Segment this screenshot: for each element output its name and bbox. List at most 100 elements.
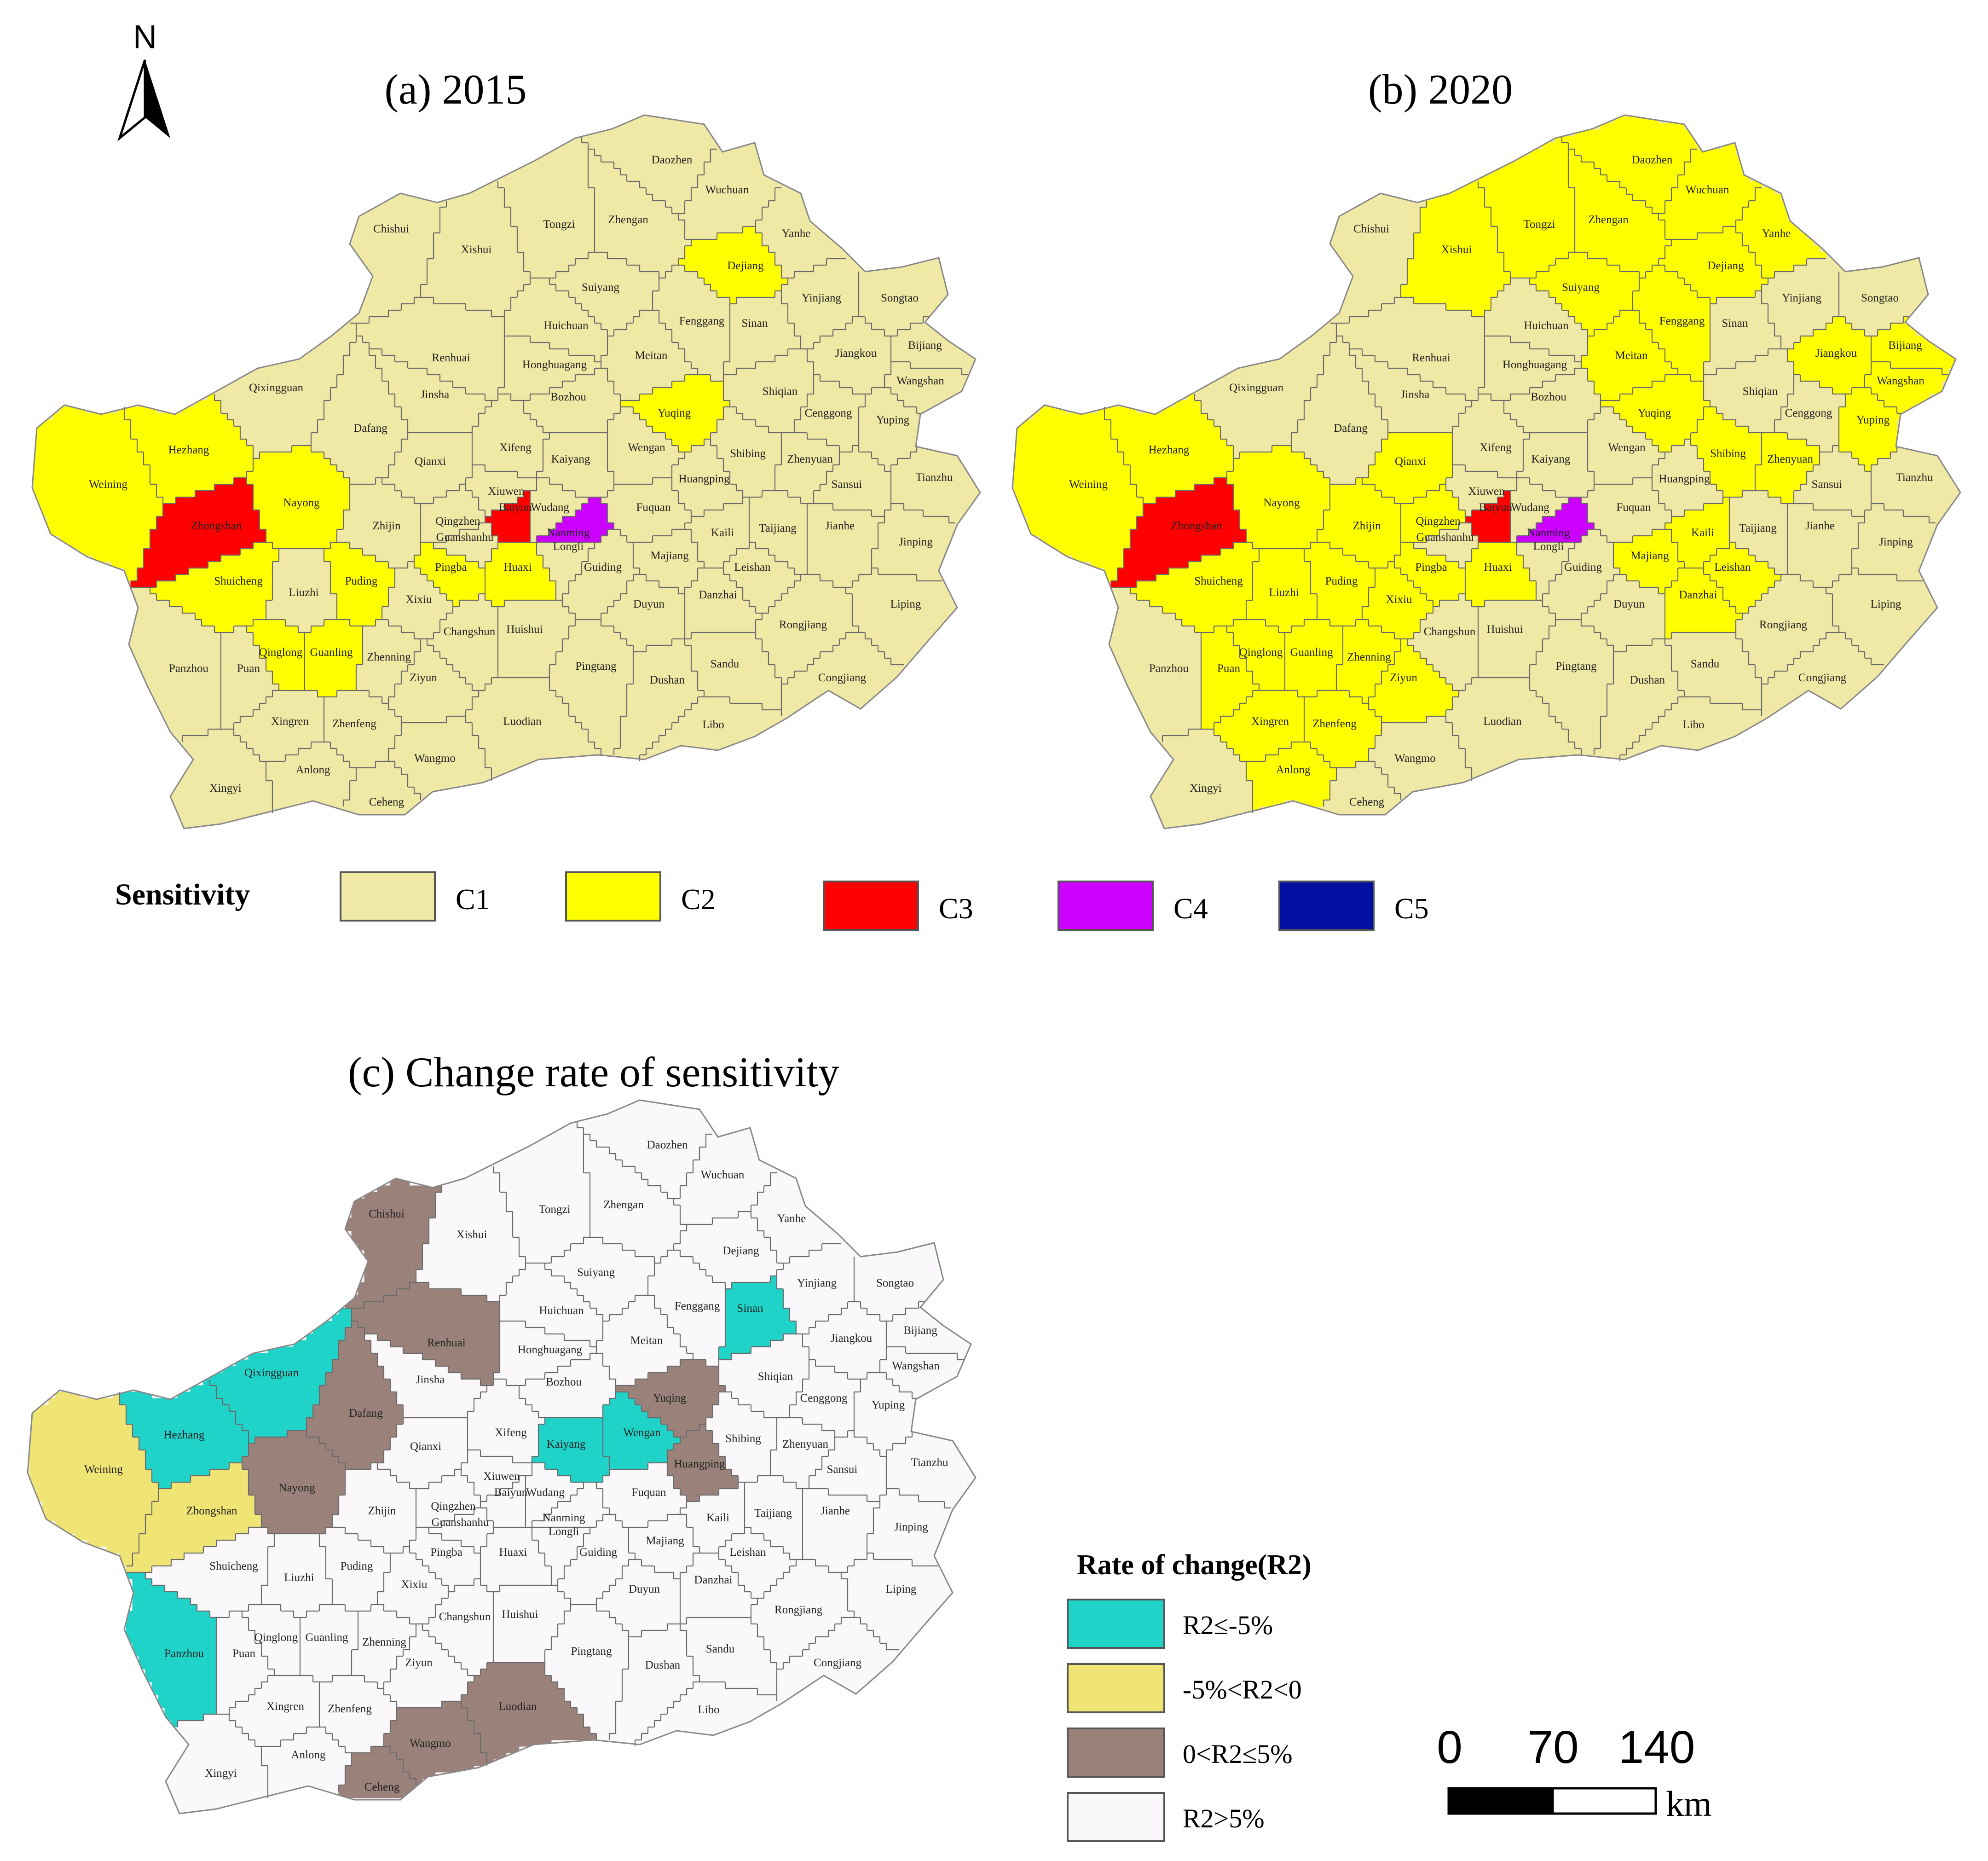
county-zhongshan <box>130 477 266 588</box>
county-zhenyuan <box>1755 432 1820 504</box>
legend-swatch-c3 <box>823 881 919 931</box>
county-label-zhenyuan: Zhenyuan <box>1767 453 1813 465</box>
county-label-ceheng: Ceheng <box>1349 796 1385 808</box>
county-label-wudang: Wudang <box>526 1486 565 1499</box>
county-panzhou <box>126 1572 217 1728</box>
county-label-fuquan: Fuquan <box>632 1486 667 1499</box>
county-label-taijiang: Taijiang <box>754 1507 792 1519</box>
county-label-jianhe: Jianhe <box>1805 520 1835 532</box>
county-label-jiangkou: Jiangkou <box>835 347 877 359</box>
county-label-libo: Libo <box>702 719 724 731</box>
county-label-congjiang: Congjiang <box>1798 672 1847 684</box>
county-label-dushan: Dushan <box>1630 674 1665 686</box>
scale-unit: km <box>1666 1784 1712 1824</box>
county-label-xiuwen: Xiuwen <box>488 485 525 498</box>
county-label-pingtang: Pingtang <box>1556 660 1597 673</box>
county-label-huangping: Huangping <box>1659 473 1710 485</box>
county-label-wuchuan: Wuchuan <box>705 184 749 196</box>
county-label-ziyun: Ziyun <box>405 1657 433 1669</box>
county-label-suiyang: Suiyang <box>577 1266 615 1279</box>
county-label-yinjiang: Yinjiang <box>797 1277 837 1289</box>
county-label-zhijin: Zhijin <box>372 520 401 532</box>
county-label-pingba: Pingba <box>430 1546 462 1559</box>
county-baiyun <box>1465 490 1511 543</box>
legend-label-c4: C4 <box>1173 892 1208 925</box>
county-label-guanling: Guanling <box>1290 646 1333 659</box>
county-puding <box>1304 542 1375 626</box>
county-label-duyun: Duyun <box>633 598 665 610</box>
county-label-guanshanhu: Guanshanhu <box>436 531 494 544</box>
map-panel-2015: Daozhen Wuchuan Chishui Tongzi Zhengan Yanhe X… <box>31 114 981 829</box>
county-label-hezhang: Hezhang <box>164 1429 205 1441</box>
county-label-tianzhu: Tianzhu <box>911 1456 948 1469</box>
county-meitan <box>1581 310 1678 401</box>
county-label-qianxi: Qianxi <box>415 455 446 468</box>
county-label-pingtang: Pingtang <box>571 1645 612 1658</box>
county-label-shibing: Shibing <box>725 1432 761 1445</box>
county-label-sansui: Sansui <box>1812 478 1843 491</box>
county-label-pingba: Pingba <box>435 561 467 574</box>
legend-swatch-c4 <box>1058 881 1154 931</box>
county-dafang <box>306 1321 404 1470</box>
county-label-guiding: Guiding <box>584 561 622 574</box>
county-label-liuzhi: Liuzhi <box>1269 586 1299 599</box>
county-jiangkou <box>1787 316 1872 394</box>
county-ziyun <box>1368 638 1459 723</box>
county-label-fenggang: Fenggang <box>675 1300 720 1312</box>
county-guanling <box>304 619 363 697</box>
county-label-fuquan: Fuquan <box>1617 501 1652 514</box>
county-label-baiyun: Baiyun <box>494 1486 528 1499</box>
county-label-shuicheng: Shuicheng <box>209 1560 258 1572</box>
county-label-honghuagang: Honghuagang <box>518 1344 583 1356</box>
county-pingba <box>1394 542 1466 607</box>
legend-label-c3: C3 <box>939 892 973 925</box>
county-label-zhenyuan: Zhenyuan <box>787 453 833 465</box>
county-label-jiangkou: Jiangkou <box>831 1332 873 1345</box>
county-label-nanming: Nanming <box>1527 527 1570 539</box>
county-wengan <box>602 1391 681 1470</box>
county-label-yuqing: Yuqing <box>658 407 691 419</box>
county-label-shiqian: Shiqian <box>758 1370 793 1383</box>
change-rate-legend-title: Rate of change(R2) <box>1077 1549 1312 1581</box>
county-label-zhijin: Zhijin <box>1352 520 1381 532</box>
sensitivity-legend: Sensitivity C1 C2 C3 C4 C5 <box>115 871 1429 931</box>
scale-tick-0: 0 <box>1437 1722 1462 1773</box>
county-leishan <box>1703 542 1781 614</box>
county-label-honghuagang: Honghuagang <box>1503 359 1567 371</box>
county-label-xixiu: Xixiu <box>401 1578 428 1591</box>
county-label-wangmo: Wangmo <box>1394 752 1436 765</box>
county-label-dushan: Dushan <box>645 1659 681 1671</box>
county-label-puding: Puding <box>341 1560 373 1572</box>
county-label-liping: Liping <box>890 598 921 610</box>
county-label-yinjiang: Yinjiang <box>802 292 842 304</box>
county-nanming <box>1516 497 1595 543</box>
county-label-yuqing: Yuqing <box>653 1392 687 1404</box>
county-label-shiqian: Shiqian <box>763 385 798 398</box>
county-hezhang <box>1104 394 1234 504</box>
county-label-hezhang: Hezhang <box>168 444 209 456</box>
county-label-danzhai: Danzhai <box>694 1574 732 1586</box>
county-label-dafang: Dafang <box>1334 422 1368 435</box>
county-borders <box>119 1121 964 1798</box>
county-label-daozhen: Daozhen <box>652 154 693 166</box>
county-label-dafang: Dafang <box>349 1407 383 1420</box>
county-sinan <box>718 1275 797 1360</box>
county-huaxi <box>485 542 556 607</box>
change-legend-label-0: R2≤-5% <box>1183 1610 1273 1640</box>
county-label-longli: Longli <box>553 540 584 553</box>
county-label-shuicheng: Shuicheng <box>1194 575 1243 587</box>
county-label-kaili: Kaili <box>1691 527 1714 539</box>
county-nayong <box>242 1430 346 1534</box>
county-label-zhongshan: Zhongshan <box>191 520 242 532</box>
county-label-sansui: Sansui <box>827 1463 858 1476</box>
county-label-renhuai: Renhuai <box>1412 352 1450 364</box>
county-label-fenggang: Fenggang <box>679 315 725 327</box>
county-label-xishui: Xishui <box>461 243 492 256</box>
county-label-wangshan: Wangshan <box>892 1360 940 1372</box>
county-wangshan <box>1864 361 1949 414</box>
change-legend-label-2: 0<R2≤5% <box>1183 1739 1293 1769</box>
county-label-fuquan: Fuquan <box>636 501 671 514</box>
county-label-chishui: Chishui <box>1353 223 1389 235</box>
county-label-huishui: Huishui <box>506 623 543 636</box>
county-huangping <box>667 1424 739 1502</box>
